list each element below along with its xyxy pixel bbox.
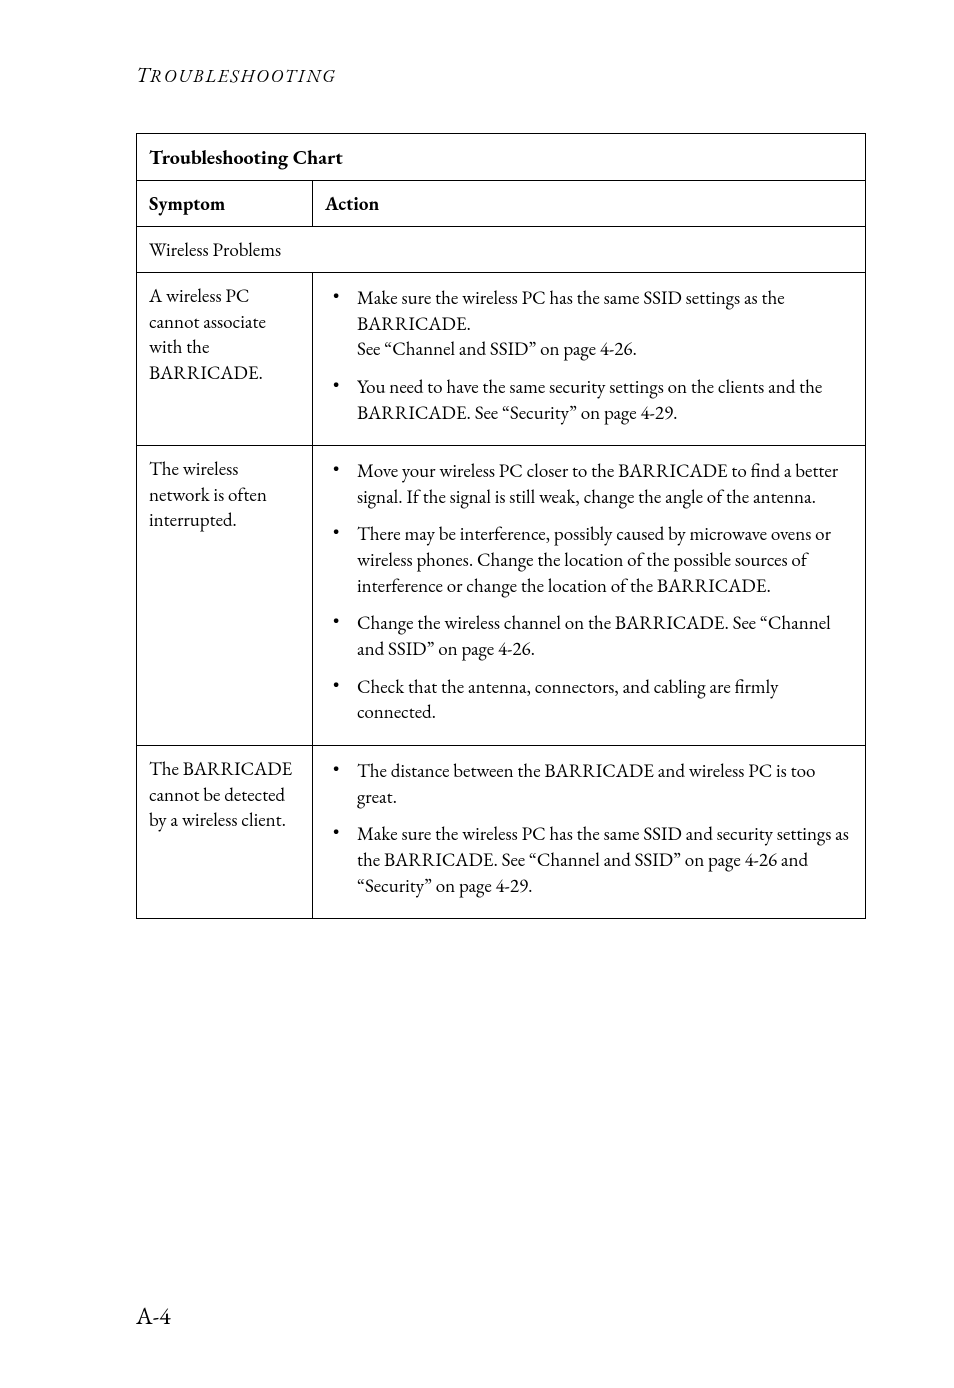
symptom-cell: A wireless PC cannot associate with the …: [137, 273, 313, 446]
action-item: Move your wireless PC closer to the BARR…: [313, 454, 851, 517]
table-title: Troubleshooting Chart: [137, 134, 866, 181]
troubleshooting-table: Troubleshooting Chart Symptom Action Wir…: [136, 133, 866, 919]
running-head: TROUBLESHOOTING: [136, 62, 866, 89]
action-item: The distance between the BARRICADE and w…: [313, 754, 851, 817]
action-item: You need to have the same security setti…: [313, 370, 851, 433]
action-item: Make sure the wireless PC has the same S…: [313, 281, 851, 370]
running-head-rest: ROUBLESHOOTING: [150, 65, 337, 88]
action-cell: Make sure the wireless PC has the same S…: [313, 273, 866, 446]
section-wireless: Wireless Problems: [137, 227, 866, 273]
symptom-cell: The BARRICADE cannot be detected by a wi…: [137, 745, 313, 918]
table-row: The wireless network is often interrupte…: [137, 446, 866, 746]
table-row: A wireless PC cannot associate with the …: [137, 273, 866, 446]
action-list: The distance between the BARRICADE and w…: [313, 754, 851, 906]
table-row: The BARRICADE cannot be detected by a wi…: [137, 745, 866, 918]
running-head-initial: T: [136, 62, 150, 89]
action-list: Move your wireless PC closer to the BARR…: [313, 454, 851, 733]
action-item: Make sure the wireless PC has the same S…: [313, 817, 851, 906]
symptom-cell: The wireless network is often interrupte…: [137, 446, 313, 746]
col-symptom: Symptom: [137, 181, 313, 227]
action-item: Change the wireless channel on the BARRI…: [313, 606, 851, 669]
action-item: Check that the antenna, connectors, and …: [313, 670, 851, 733]
action-cell: Move your wireless PC closer to the BARR…: [313, 446, 866, 746]
page-number: A-4: [136, 1301, 171, 1332]
col-action: Action: [313, 181, 866, 227]
action-list: Make sure the wireless PC has the same S…: [313, 281, 851, 433]
action-item: There may be interference, possibly caus…: [313, 517, 851, 606]
action-cell: The distance between the BARRICADE and w…: [313, 745, 866, 918]
